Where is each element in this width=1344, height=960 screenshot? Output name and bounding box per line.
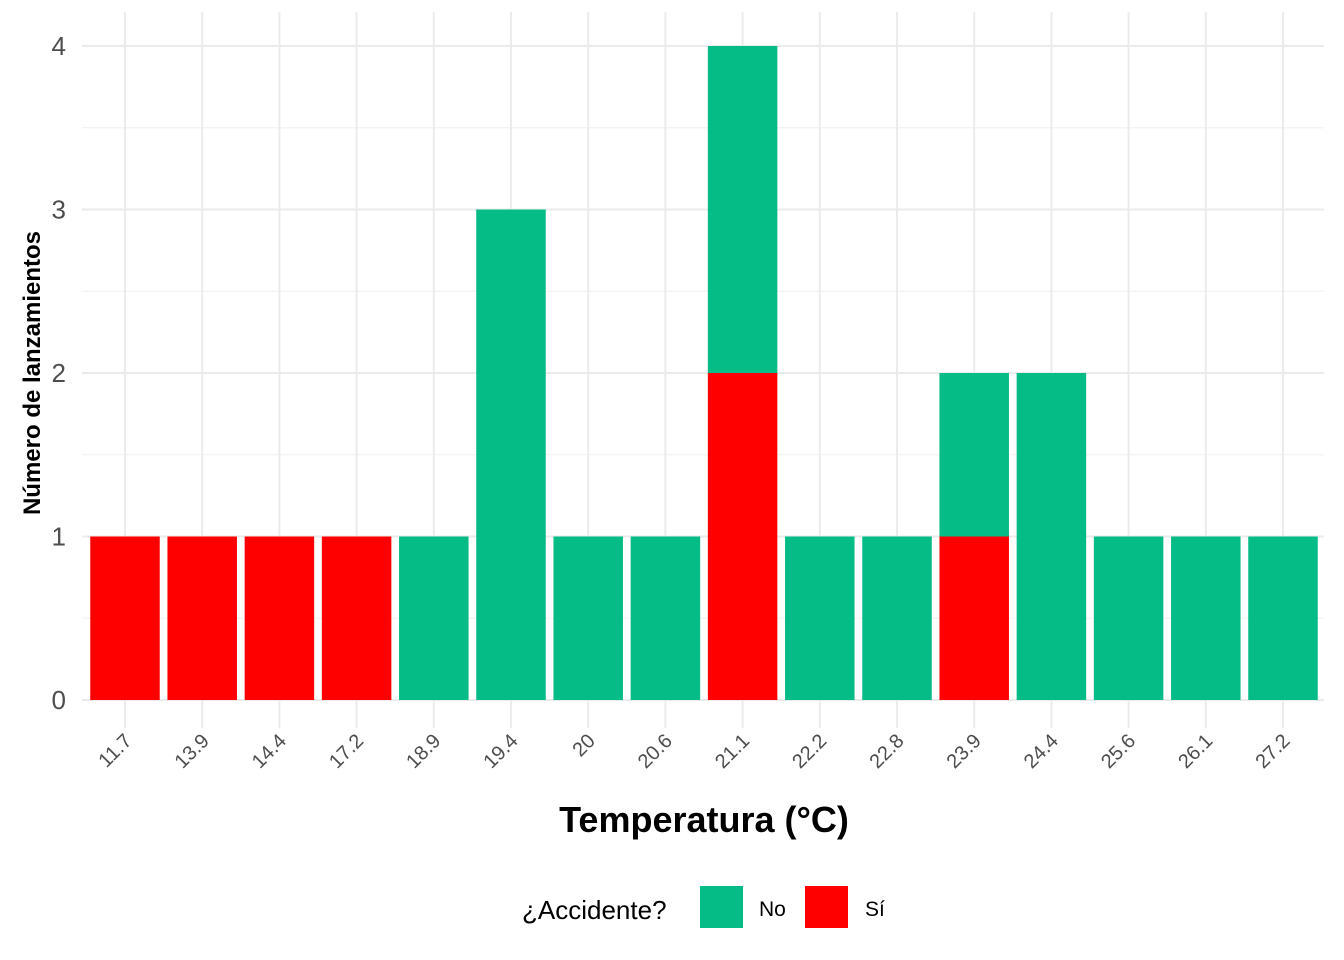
bar-no-19.4 [476,209,546,700]
x-axis-ticks: 11.7 13.9 14.4 17.2 18.9 19.4 20 20.6 21.1 22.2 22… [94,730,1294,773]
x-tick-label: 20.6 [634,730,677,773]
bars [90,46,1318,700]
bar-no-25.6 [1093,536,1164,700]
x-tick-label: 27.2 [1251,730,1294,773]
x-tick-label: 19.4 [479,730,522,773]
x-tick-label: 26.1 [1174,730,1217,773]
bar-no-20 [553,536,623,700]
y-tick-label: 4 [52,31,66,61]
legend-swatch-no [700,886,743,928]
bar-no-24.4 [1016,373,1087,700]
legend-title: ¿Accidente? [522,895,667,925]
legend-swatch-si [805,886,848,928]
bar-no-22.2 [785,536,855,700]
legend-label-si: Sí [865,898,885,921]
x-tick-label: 17.2 [325,730,368,773]
bar-si-11.7 [90,536,160,700]
x-tick-label: 13.9 [171,730,214,773]
bar-si-23.9 [939,536,1009,700]
bar-no-20.6 [630,536,701,700]
y-tick-label: 0 [52,685,66,715]
x-tick-label: 22.8 [865,730,908,773]
x-tick-label: 11.7 [94,730,136,772]
y-tick-label: 2 [52,358,66,388]
y-tick-label: 1 [52,522,66,552]
x-tick-label: 18.9 [402,730,445,773]
bar-si-21.1 [707,373,778,700]
x-tick-label: 23.9 [943,730,986,773]
x-tick-label: 25.6 [1097,730,1140,773]
y-axis-ticks: 0 1 2 3 4 [52,31,66,715]
bar-si-13.9 [167,536,237,700]
x-tick-label: 14.4 [248,730,291,773]
x-tick-label: 24.4 [1020,730,1063,773]
y-tick-label: 3 [52,195,66,225]
legend-label-no: No [759,898,786,921]
x-tick-label: 22.2 [788,730,831,773]
bar-no-27.2 [1248,536,1318,700]
bar-no-26.1 [1171,536,1241,700]
bar-no-18.9 [399,536,469,700]
bar-no-21.1 [707,46,778,373]
y-axis-title: Número de lanzamientos [19,231,46,515]
bar-si-14.4 [244,536,315,700]
x-tick-label: 20 [568,730,599,761]
legend: ¿Accidente? No Sí [522,886,885,928]
bar-si-17.2 [321,536,392,700]
x-tick-label: 21.1 [711,730,754,773]
x-axis-title: Temperatura (°C) [559,799,849,840]
bar-no-22.8 [862,536,932,700]
bar-no-23.9 [939,373,1009,537]
